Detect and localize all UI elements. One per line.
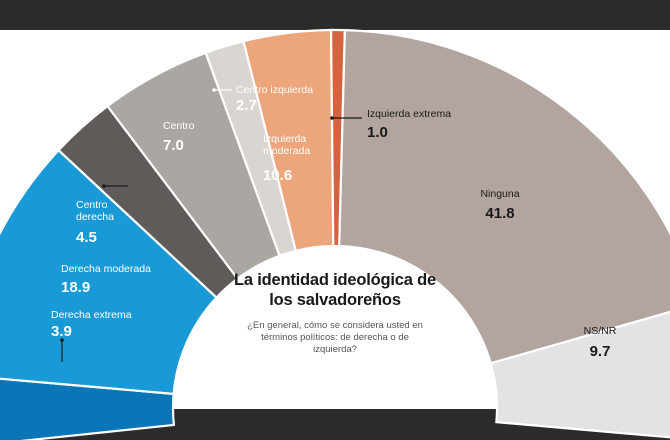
chart-title: La identidad ideológica de los salvadore… <box>234 271 436 309</box>
label-izquierda-extrema: Izquierda extrema <box>367 108 451 120</box>
leader-dot-izquierda-extrema <box>330 116 334 120</box>
slice-ninguna <box>338 29 670 365</box>
top-dark-band <box>0 0 670 30</box>
leader-dot-centro-derecha <box>102 184 106 188</box>
slice-ns-nr <box>489 310 670 439</box>
value-ninguna: 41.8 <box>485 205 514 222</box>
label-centro-derecha-line-1: Centro <box>76 199 108 211</box>
label-derecha-extrema: Derecha extrema <box>51 309 132 321</box>
value-centro-izquierda: 2.7 <box>236 97 257 114</box>
value-ns-nr: 9.7 <box>590 343 611 360</box>
leader-dot-derecha-extrema <box>60 338 64 342</box>
label-ns-nr: NS/NR <box>584 325 617 337</box>
label-centro-derecha-line-2: derecha <box>76 211 114 223</box>
value-izquierda-extrema: 1.0 <box>367 124 388 141</box>
chart-subtitle: ¿En general, cómo se considera usted en … <box>247 320 423 355</box>
value-derecha-extrema: 3.9 <box>51 323 72 340</box>
label-ninguna: Ninguna <box>480 188 519 200</box>
chart-center-caption: La identidad ideológica de los salvadore… <box>224 270 446 400</box>
label-derecha-moderada: Derecha moderada <box>61 263 151 275</box>
value-izquierda-moderada: 10.6 <box>263 167 292 184</box>
label-izquierda-moderada-line-1: Izquierda <box>263 133 306 145</box>
value-centro-derecha: 4.5 <box>76 229 97 246</box>
label-centro: Centro <box>163 120 195 132</box>
label-izquierda-moderada-line-2: moderada <box>263 145 310 157</box>
label-centro-izquierda: Centro izquierda <box>236 84 313 96</box>
slice-derecha-moderada <box>0 148 219 396</box>
leader-dot-centro-izquierda <box>212 88 216 92</box>
value-derecha-moderada: 18.9 <box>61 279 90 296</box>
value-centro: 7.0 <box>163 137 184 154</box>
